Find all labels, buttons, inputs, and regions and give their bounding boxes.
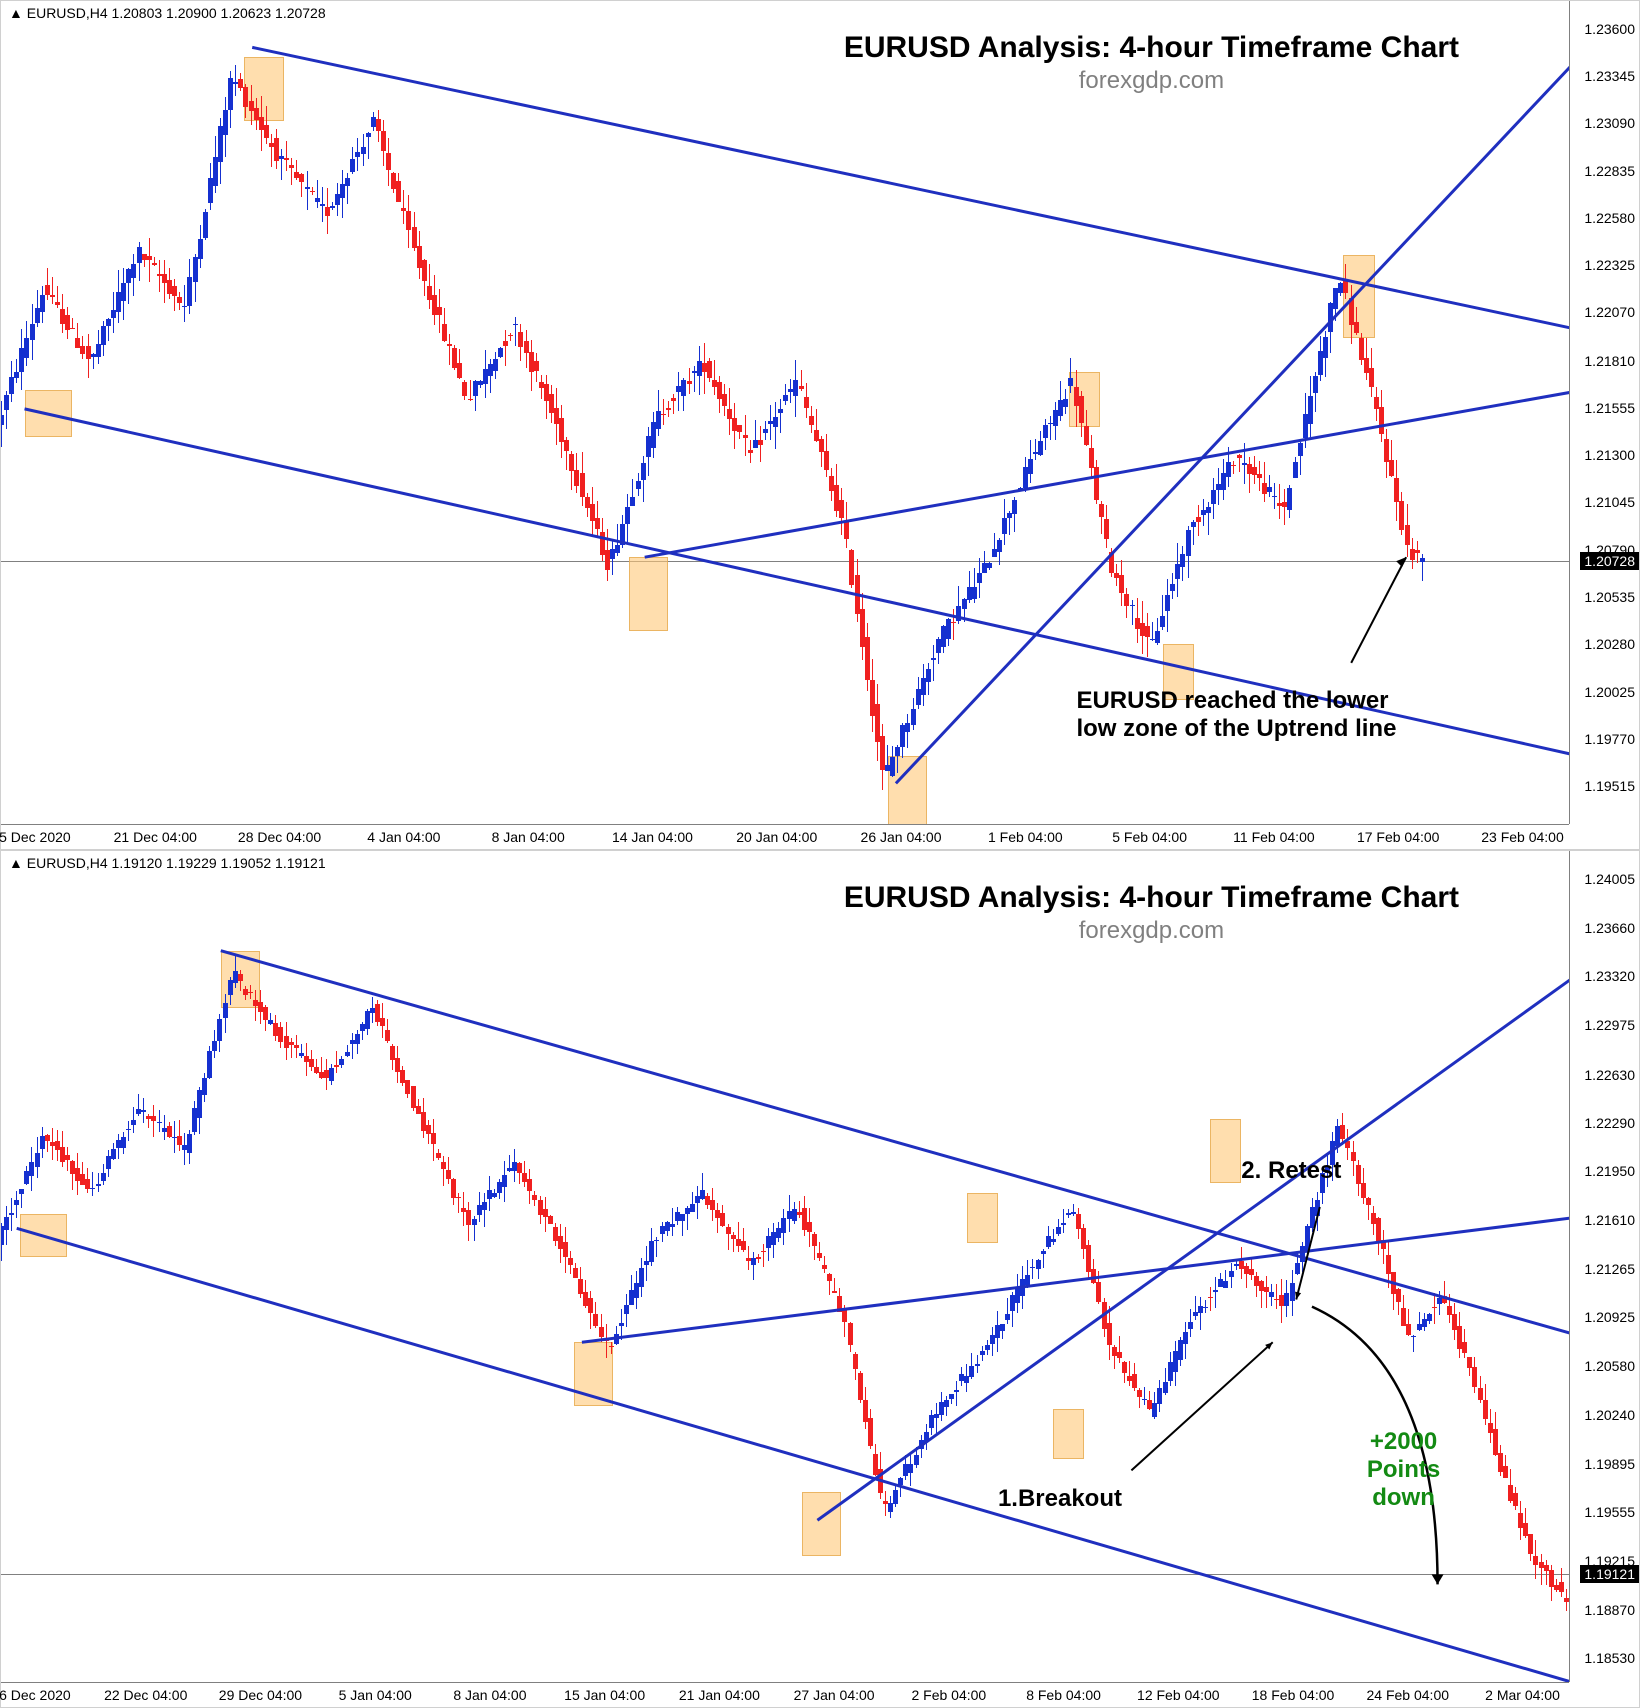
x-axis-label: 22 Dec 04:00 [104, 1687, 187, 1703]
trendline [896, 66, 1569, 783]
y-axis-label: 1.19770 [1584, 731, 1635, 747]
title-block-bottom: EURUSD Analysis: 4-hour Timeframe Chart … [844, 881, 1459, 945]
annotation-retest: 2. Retest [1241, 1157, 1341, 1185]
y-axis-label: 1.18870 [1584, 1602, 1635, 1618]
y-axis-label: 1.18530 [1584, 1650, 1635, 1666]
y-axis-label: 1.22630 [1584, 1067, 1635, 1083]
y-axis-label: 1.20025 [1584, 684, 1635, 700]
x-axis-label: 2 Feb 04:00 [911, 1687, 986, 1703]
price-tag: 1.20728 [1580, 552, 1639, 570]
x-axis-label: 5 Jan 04:00 [339, 1687, 412, 1703]
x-axis-label: 27 Jan 04:00 [794, 1687, 875, 1703]
x-axis-label: 21 Jan 04:00 [679, 1687, 760, 1703]
annotation-arrow [1131, 1342, 1272, 1470]
x-axis-bottom: 16 Dec 2020 22 Dec 04:00 29 Dec 04:00 5 Jan… [1, 1682, 1569, 1707]
chart-panel-top: ▲ EURUSD,H4 1.20803 1.20900 1.20623 1.20… [0, 0, 1640, 850]
y-axis-label: 1.20280 [1584, 636, 1635, 652]
title-block-top: EURUSD Analysis: 4-hour Timeframe Chart … [844, 31, 1459, 95]
trendline [221, 951, 1569, 1343]
x-axis-label: 14 Jan 04:00 [612, 829, 693, 845]
x-axis-label: 12 Feb 04:00 [1137, 1687, 1220, 1703]
y-axis-label: 1.22325 [1584, 257, 1635, 273]
y-axis-label: 1.21610 [1584, 1212, 1635, 1228]
y-axis-label: 1.19555 [1584, 1504, 1635, 1520]
y-axis-label: 1.21045 [1584, 494, 1635, 510]
y-axis-label: 1.22290 [1584, 1115, 1635, 1131]
trendlines-layer [1, 851, 1569, 1682]
y-axis-label: 1.21300 [1584, 447, 1635, 463]
y-axis-label: 1.21810 [1584, 353, 1635, 369]
y-axis-label: 1.23090 [1584, 115, 1635, 131]
y-axis-label: 1.20580 [1584, 1358, 1635, 1374]
ohlc-label-bottom: ▲ EURUSD,H4 1.19120 1.19229 1.19052 1.19… [9, 855, 326, 871]
chart-subtitle-top: forexgdp.com [844, 67, 1459, 95]
chart-panel-bottom: ▲ EURUSD,H4 1.19120 1.19229 1.19052 1.19… [0, 850, 1640, 1708]
x-axis-label: 5 Feb 04:00 [1112, 829, 1187, 845]
y-axis-label: 1.23345 [1584, 68, 1635, 84]
x-axis-label: 24 Feb 04:00 [1367, 1687, 1450, 1703]
x-axis-label: 8 Jan 04:00 [492, 829, 565, 845]
y-axis-label: 1.22580 [1584, 210, 1635, 226]
x-axis-top: 15 Dec 2020 21 Dec 04:00 28 Dec 04:00 4 Jan… [1, 824, 1569, 849]
x-axis-label: 15 Jan 04:00 [564, 1687, 645, 1703]
y-axis-label: 1.20535 [1584, 589, 1635, 605]
y-axis-label: 1.19515 [1584, 778, 1635, 794]
plot-area-top[interactable]: EURUSD reached the lower low zone of the… [1, 1, 1569, 824]
plot-area-bottom[interactable]: 1.Breakout 2. Retest +2000 Points down [1, 851, 1569, 1682]
x-axis-label: 15 Dec 2020 [0, 829, 71, 845]
annotation-arrow [1351, 557, 1406, 663]
x-axis-label: 8 Jan 04:00 [453, 1687, 526, 1703]
annotation-lowerlow: EURUSD reached the lower low zone of the… [1076, 687, 1396, 743]
y-axis-label: 1.21950 [1584, 1163, 1635, 1179]
y-axis-label: 1.20240 [1584, 1407, 1635, 1423]
trendline [17, 1228, 1569, 1682]
charts-container: ▲ EURUSD,H4 1.20803 1.20900 1.20623 1.20… [0, 0, 1640, 1708]
y-axis-label: 1.23600 [1584, 21, 1635, 37]
x-axis-label: 21 Dec 04:00 [114, 829, 197, 845]
x-axis-label: 28 Dec 04:00 [238, 829, 321, 845]
x-axis-label: 23 Feb 04:00 [1481, 829, 1564, 845]
annotation-breakout: 1.Breakout [998, 1485, 1122, 1513]
y-axis-label: 1.23660 [1584, 920, 1635, 936]
x-axis-label: 2 Mar 04:00 [1485, 1687, 1560, 1703]
x-axis-label: 26 Jan 04:00 [861, 829, 942, 845]
price-tag: 1.19121 [1580, 1565, 1639, 1583]
x-axis-label: 4 Jan 04:00 [367, 829, 440, 845]
chart-subtitle-bottom: forexgdp.com [844, 917, 1459, 945]
trendline [645, 387, 1569, 558]
y-axis-label: 1.24005 [1584, 871, 1635, 887]
x-axis-label: 20 Jan 04:00 [736, 829, 817, 845]
chart-title-bottom: EURUSD Analysis: 4-hour Timeframe Chart [844, 881, 1459, 915]
y-axis-top: 1.23600 1.23345 1.23090 1.22835 1.22580 1.223… [1569, 1, 1639, 824]
x-axis-label: 17 Feb 04:00 [1357, 829, 1440, 845]
y-axis-label: 1.22975 [1584, 1017, 1635, 1033]
y-axis-label: 1.19895 [1584, 1456, 1635, 1472]
x-axis-label: 16 Dec 2020 [0, 1687, 71, 1703]
y-axis-bottom: 1.24005 1.23660 1.23320 1.22975 1.22630 1.222… [1569, 851, 1639, 1682]
x-axis-label: 11 Feb 04:00 [1233, 829, 1314, 845]
y-axis-label: 1.23320 [1584, 968, 1635, 984]
x-axis-label: 18 Feb 04:00 [1252, 1687, 1335, 1703]
x-axis-label: 8 Feb 04:00 [1026, 1687, 1101, 1703]
chart-title-top: EURUSD Analysis: 4-hour Timeframe Chart [844, 31, 1459, 65]
y-axis-label: 1.20925 [1584, 1309, 1635, 1325]
y-axis-label: 1.21265 [1584, 1261, 1635, 1277]
annotation-points-down: +2000 Points down [1367, 1428, 1440, 1512]
y-axis-label: 1.22835 [1584, 163, 1635, 179]
trendline [582, 1214, 1569, 1342]
x-axis-label: 29 Dec 04:00 [219, 1687, 302, 1703]
x-axis-label: 1 Feb 04:00 [988, 829, 1063, 845]
trendline [817, 979, 1569, 1520]
y-axis-label: 1.21555 [1584, 400, 1635, 416]
y-axis-label: 1.22070 [1584, 304, 1635, 320]
ohlc-label-top: ▲ EURUSD,H4 1.20803 1.20900 1.20623 1.20… [9, 5, 326, 21]
